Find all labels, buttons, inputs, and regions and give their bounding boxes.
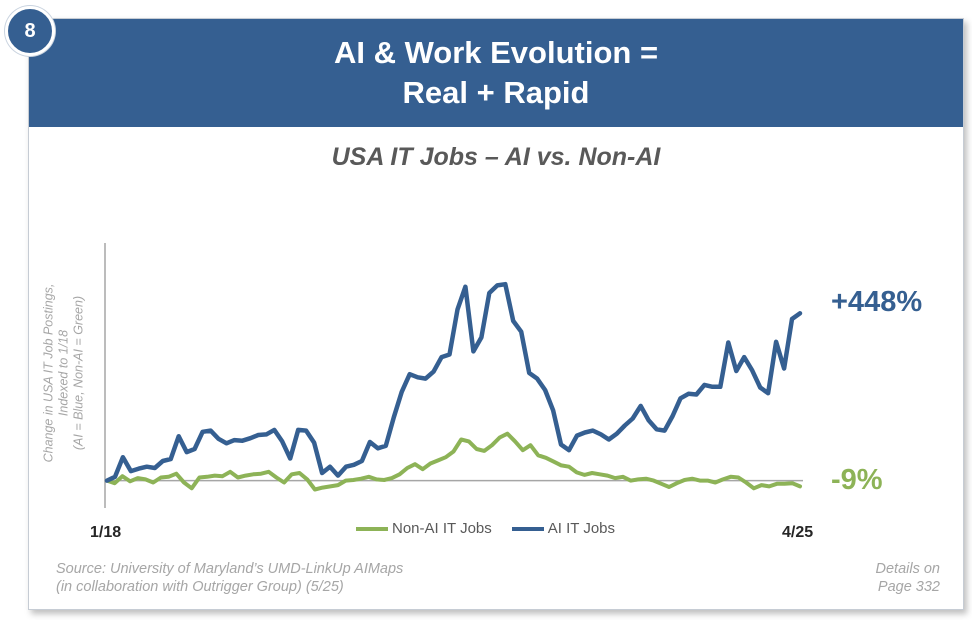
series-line-ai <box>104 281 803 483</box>
legend-item-non-ai: Non-AI IT Jobs <box>356 520 492 537</box>
chart-legend: Non-AI IT Jobs AI IT Jobs <box>356 520 635 537</box>
details-line-2: Page 332 <box>877 579 940 595</box>
source-line-1: Source: University of Maryland’s UMD-Lin… <box>56 561 404 577</box>
legend-swatch-non-ai <box>356 526 388 531</box>
series-line-non-ai <box>105 431 802 492</box>
x-tick-start: 1/18 <box>90 524 122 541</box>
chart-subtitle: USA IT Jobs – AI vs. Non-AI <box>331 143 661 171</box>
legend-swatch-ai <box>511 526 544 531</box>
source-note: Source: University of Maryland’s UMD-Lin… <box>56 560 403 596</box>
details-note: Details on Page 332 <box>876 560 940 596</box>
legend-label-ai: AI IT Jobs <box>547 520 616 537</box>
page-number-badge: 8 <box>5 6 55 56</box>
ai-end-label: +448% <box>831 286 923 318</box>
non-ai-end-label: -9% <box>831 464 883 496</box>
title-banner: AI & Work Evolution = Real + Rapid <box>29 19 963 127</box>
title-line-1: AI & Work Evolution = <box>333 35 659 70</box>
legend-item-ai: AI IT Jobs <box>511 520 616 537</box>
x-tick-end: 4/25 <box>782 524 814 541</box>
details-line-1: Details on <box>875 561 940 577</box>
source-line-2: (in collaboration with Outrigger Group) … <box>56 579 344 595</box>
slide-card: AI & Work Evolution = Real + Rapid USA I… <box>28 18 964 610</box>
legend-label-non-ai: Non-AI IT Jobs <box>392 520 492 537</box>
title-line-2: Real + Rapid <box>402 75 590 110</box>
